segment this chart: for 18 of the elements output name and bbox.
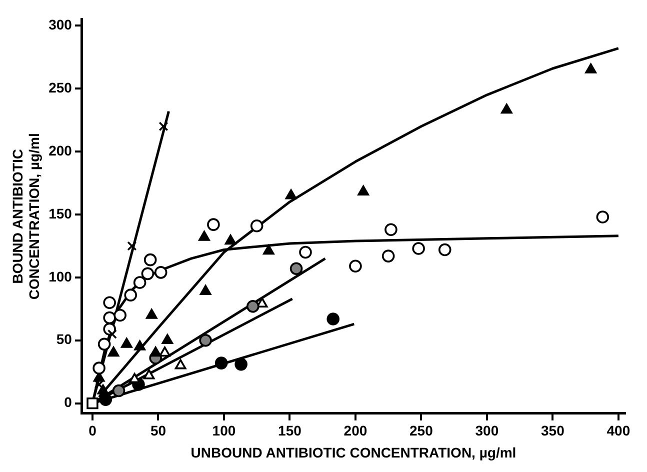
x-axis-title: UNBOUND ANTIBIOTIC CONCENTRATION, µg/ml xyxy=(190,444,516,460)
x-tick-label: 50 xyxy=(150,422,166,439)
y-tick-label: 50 xyxy=(56,331,72,348)
x-tick-label: 400 xyxy=(606,422,630,439)
y-axis-title: BOUND ANTIBIOTIC CONCENTRATION, µg/ml xyxy=(9,133,42,300)
y-tick-label: 300 xyxy=(48,16,72,33)
y-tick-label: 200 xyxy=(48,142,72,158)
y-tick-label: 100 xyxy=(48,268,72,284)
x-tick-label: 250 xyxy=(410,422,434,439)
x-tick-label: 200 xyxy=(344,422,368,439)
x-tick-label: 150 xyxy=(278,422,302,439)
x-tick-label: 300 xyxy=(475,422,499,439)
y-tick-label: 250 xyxy=(48,79,72,96)
y-tick-label: 0 xyxy=(64,394,72,410)
x-tick-label: 350 xyxy=(541,422,565,439)
x-tick-label: 100 xyxy=(212,422,236,439)
y-tick-label: 150 xyxy=(48,205,72,222)
x-tick-label: 0 xyxy=(88,422,97,439)
